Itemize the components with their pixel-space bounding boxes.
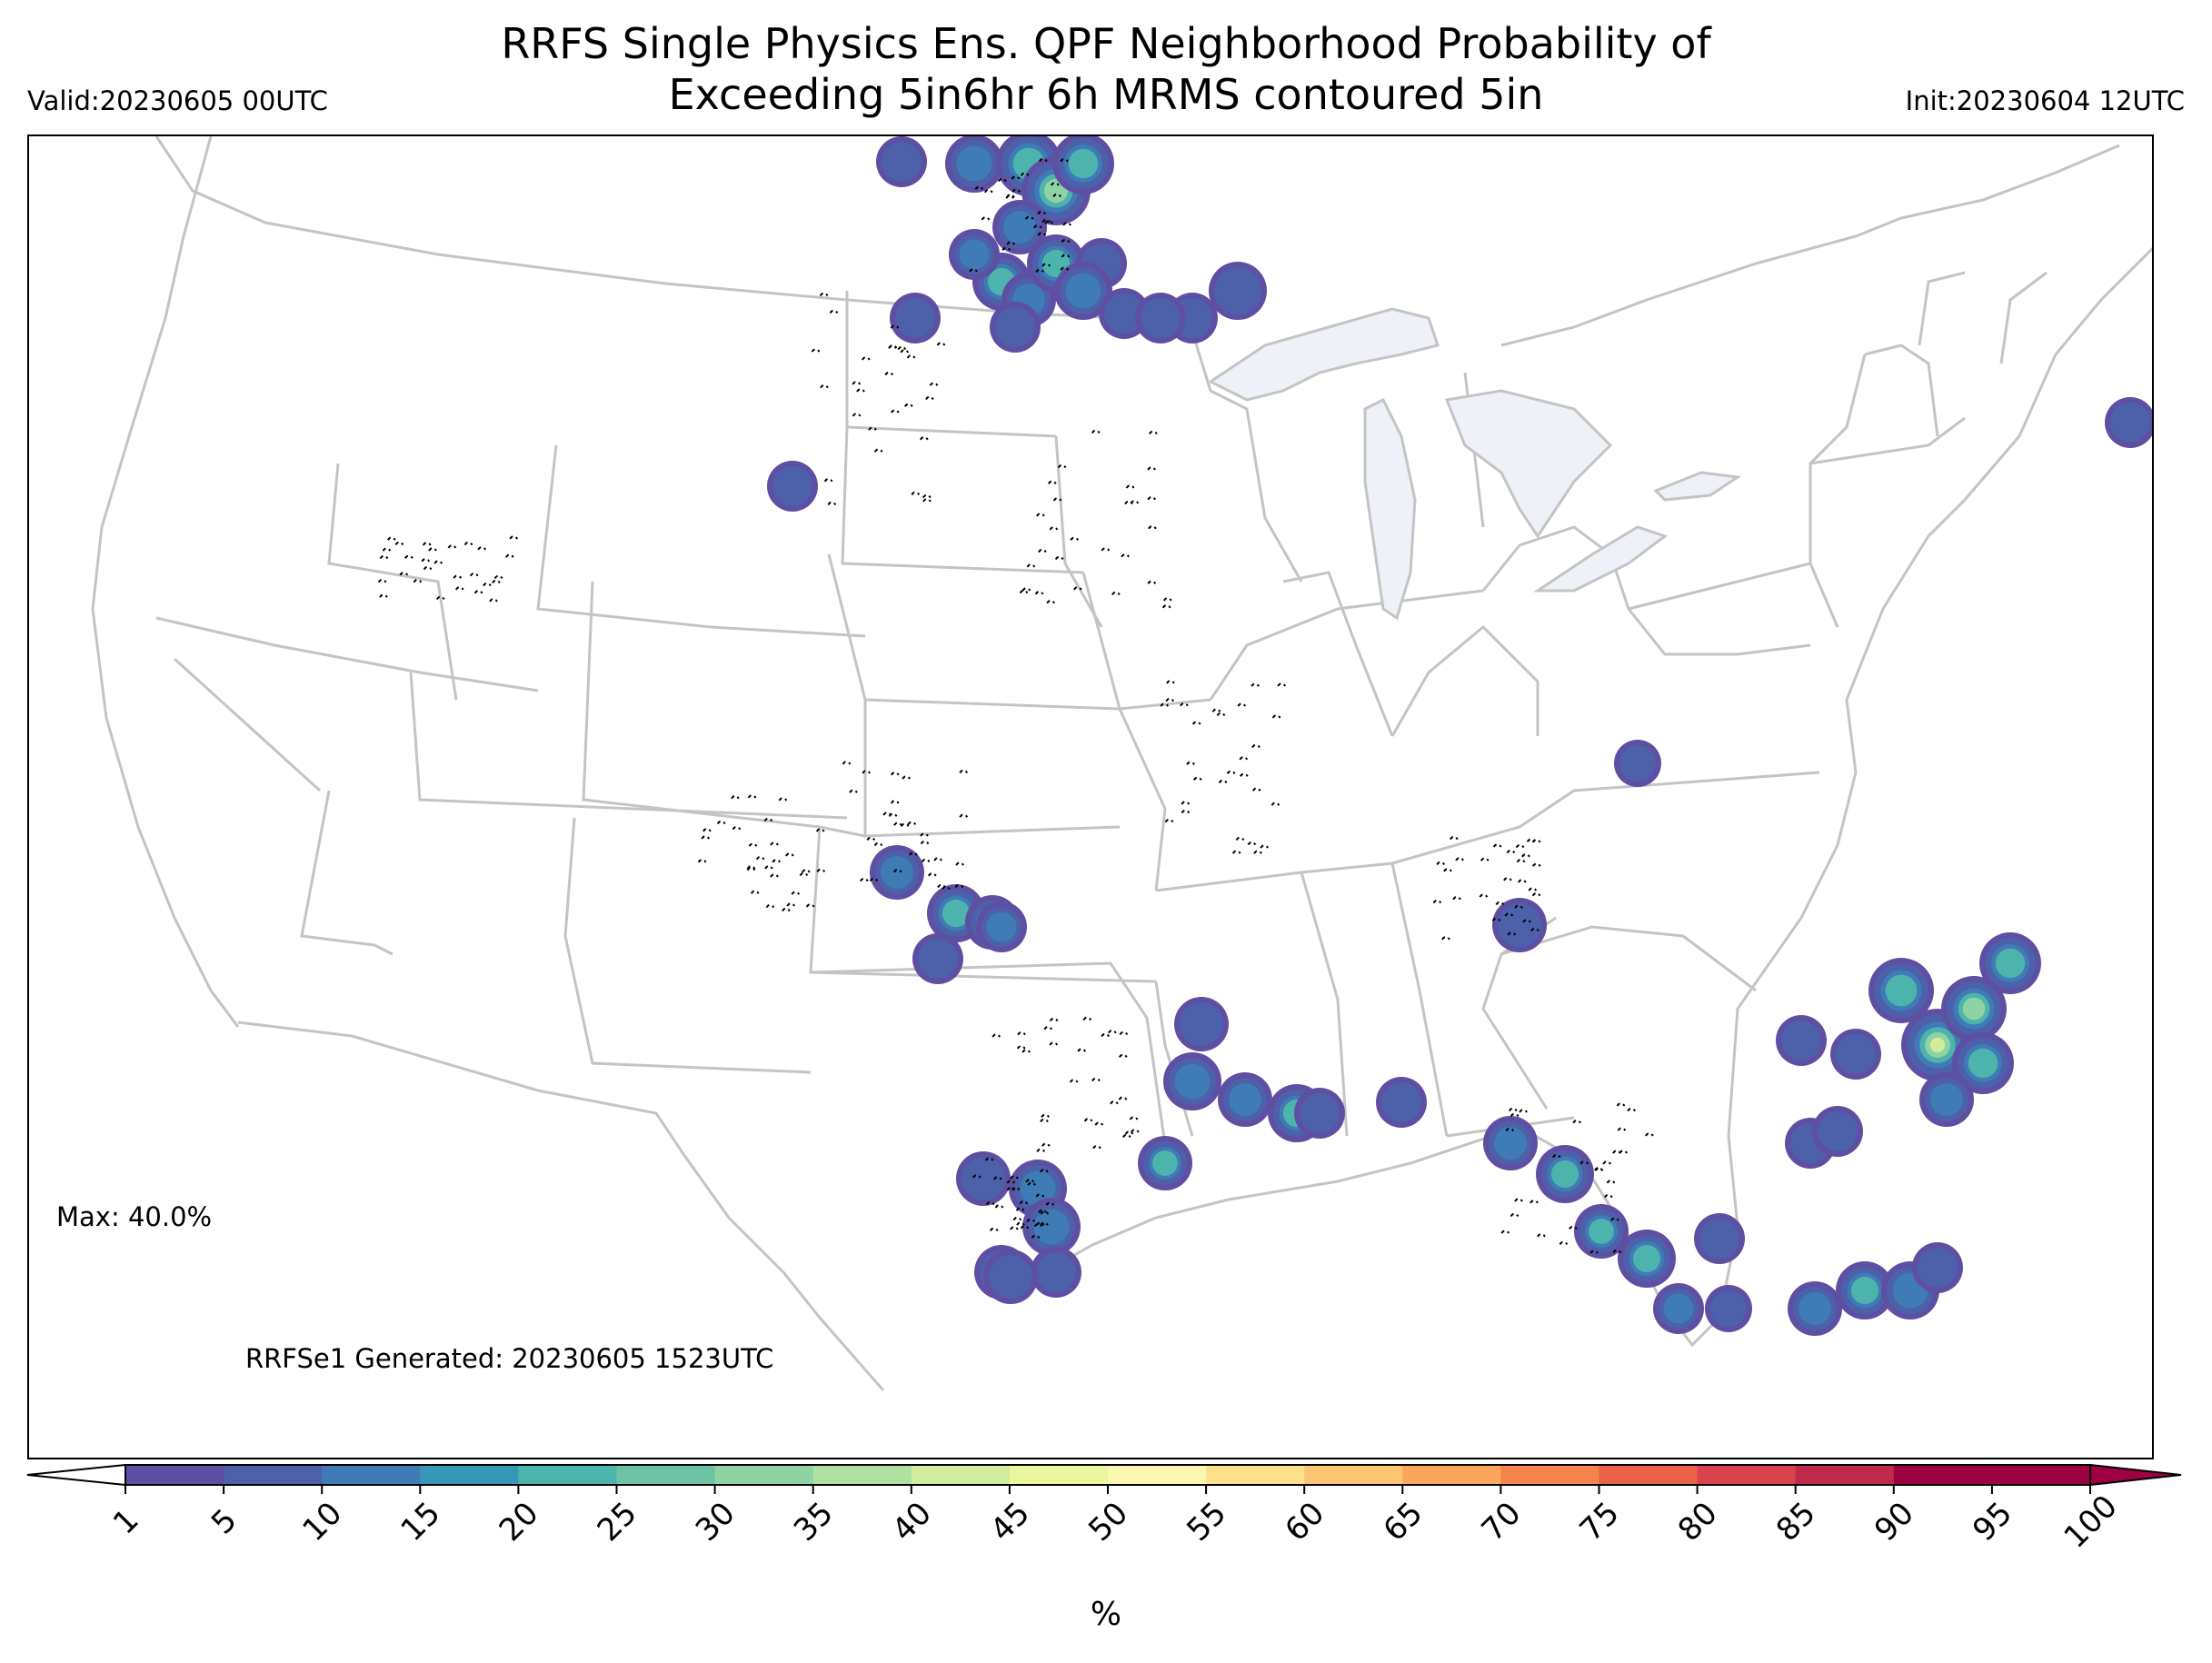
map-borders [91, 136, 2152, 1391]
colorbar-tick-label: 40 [885, 1495, 939, 1548]
title-line-1: RRFS Single Physics Ens. QPF Neighborhoo… [501, 19, 1711, 68]
colorbar-segment [125, 1465, 224, 1485]
colorbar-tick-label: 65 [1377, 1495, 1430, 1548]
colorbar-segment [1009, 1465, 1109, 1485]
colorbar-tick-label: 30 [689, 1495, 742, 1548]
colorbar-tick-label: 55 [1180, 1495, 1233, 1548]
colorbar-tick-label: 100 [2058, 1489, 2125, 1556]
colorbar-segment [1893, 1465, 1993, 1485]
colorbar-segment [518, 1465, 617, 1485]
colorbar-tick-label: 50 [1081, 1495, 1135, 1548]
pacific-coast [91, 136, 240, 1028]
colorbar-tick-label: 35 [787, 1495, 841, 1548]
colorbar-segment [1599, 1465, 1699, 1485]
great-lakes [1208, 307, 1742, 621]
colorbar-extend-left [26, 1463, 126, 1487]
colorbar-segment [911, 1465, 1011, 1485]
lake-ontario [1653, 471, 1742, 502]
map-canvas [91, 136, 2152, 1391]
valid-time-label: Valid:20230605 00UTC [27, 85, 328, 116]
colorbar-tick-label: 80 [1671, 1495, 1725, 1548]
colorbar-unit-label: % [1090, 1596, 1122, 1633]
colorbar-tick-label: 45 [983, 1495, 1037, 1548]
colorbar-tick-label: 15 [394, 1495, 448, 1548]
colorbar-segment [1402, 1465, 1501, 1485]
colorbar-tick-label: 75 [1573, 1495, 1627, 1548]
probability-field [767, 136, 2152, 1336]
generated-label: RRFSe1 Generated: 20230605 1523UTC [245, 1343, 774, 1374]
colorbar-tick-label: 5 [204, 1502, 244, 1542]
title-line-2: Exceeding 5in6hr 6h MRMS contoured 5in [668, 70, 1544, 119]
colorbar-segment [322, 1465, 421, 1485]
colorbar-tick-label: 20 [493, 1495, 546, 1548]
colorbar-tick-label: 25 [591, 1495, 644, 1548]
colorbar-segment [812, 1465, 912, 1485]
lake-michigan [1363, 397, 1417, 621]
colorbar-tick-label: 85 [1769, 1495, 1823, 1548]
colorbar-extend-right [2089, 1463, 2182, 1487]
colorbar-segment [224, 1465, 323, 1485]
colorbar-segment [1697, 1465, 1797, 1485]
colorbar-segment [714, 1465, 814, 1485]
init-time-label: Init:20230604 12UTC [1905, 85, 2185, 116]
colorbar-segment [1991, 1465, 2091, 1485]
colorbar-segment [616, 1465, 716, 1485]
mrms-contours [377, 157, 1654, 1254]
colorbar-tick-label: 1 [106, 1502, 146, 1542]
map-panel [27, 134, 2154, 1459]
colorbar-tick-label: 90 [1868, 1495, 1921, 1548]
colorbar-segment [1108, 1465, 1207, 1485]
colorbar-segment [1500, 1465, 1599, 1485]
colorbar-tick-label: 60 [1278, 1495, 1331, 1548]
colorbar-tick-label: 95 [1966, 1495, 2019, 1548]
colorbar-segment [1795, 1465, 1895, 1485]
colorbar-segment [1206, 1465, 1305, 1485]
mexico-border [237, 1021, 885, 1391]
colorbar-tick-label: 10 [295, 1495, 349, 1548]
lake-superior [1208, 307, 1440, 402]
colorbar-segment [420, 1465, 519, 1485]
colorbar-segment [1304, 1465, 1403, 1485]
lake-erie [1533, 525, 1669, 593]
colorbar-tick-label: 70 [1475, 1495, 1529, 1548]
max-label: Max: 40.0% [56, 1201, 213, 1232]
canada-border-east [1500, 144, 2120, 347]
lake-huron [1444, 389, 1613, 539]
atlantic-coast [1727, 246, 2152, 1137]
chart-title: RRFS Single Physics Ens. QPF Neighborhoo… [0, 18, 2212, 120]
